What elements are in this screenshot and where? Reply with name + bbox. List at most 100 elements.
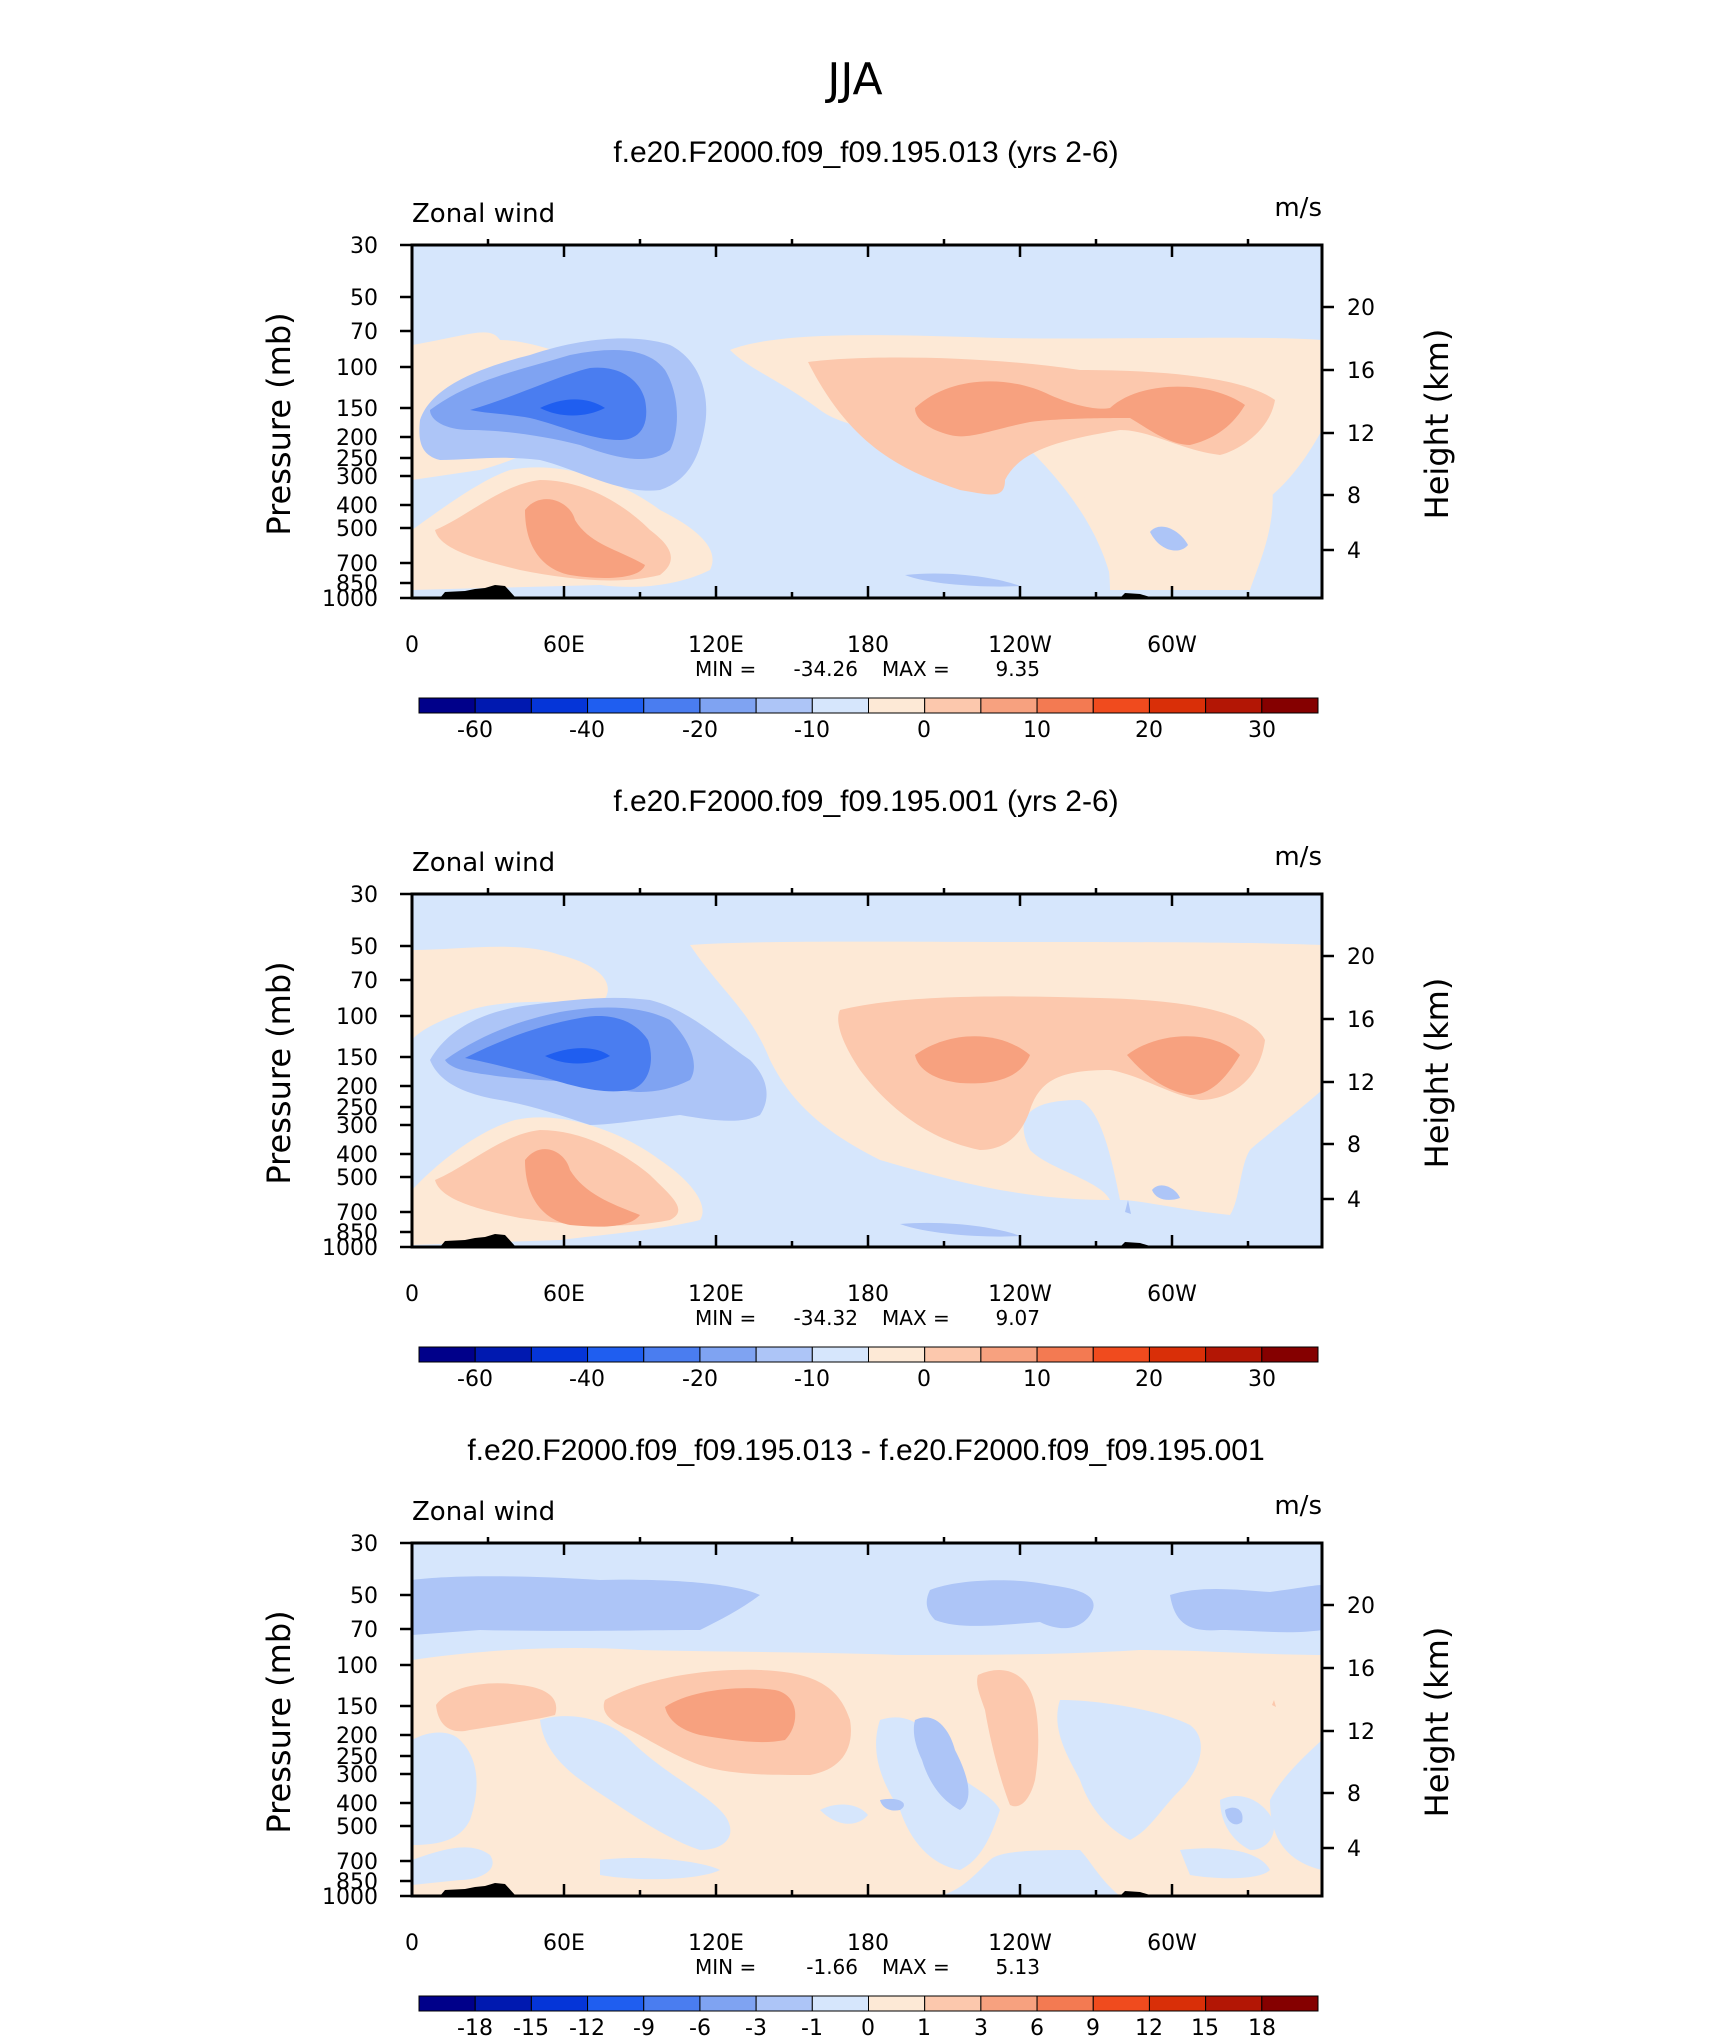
colorbar-label: 15 — [1191, 2016, 1219, 2038]
panel-3-ylabel-right: Height (km) — [1418, 1627, 1456, 1818]
colorbar-label: 10 — [1023, 1367, 1051, 1392]
max-label: MAX = — [882, 657, 950, 681]
x-tick-label: 60E — [543, 1931, 585, 1956]
max-label: MAX = — [882, 1955, 950, 1979]
colorbar-label: -60 — [457, 1367, 493, 1392]
y-tick-label: 150 — [336, 397, 378, 422]
panel-1-colorbar — [418, 697, 1319, 714]
y-right-tick-label: 20 — [1347, 945, 1375, 970]
colorbar-swatch — [924, 1995, 982, 2012]
colorbar-label: -18 — [457, 2016, 493, 2038]
colorbar-swatch — [868, 1995, 926, 2012]
colorbar-swatch — [530, 1995, 589, 2012]
colorbar-swatch — [530, 697, 589, 714]
max-value: 9.07 — [995, 1306, 1040, 1330]
colorbar-label: -12 — [569, 2016, 605, 2038]
panel-3: f.e20.F2000.f09_f09.195.013 - f.e20.F200… — [260, 1434, 1456, 2038]
panel-2-right-string: m/s — [1274, 842, 1322, 872]
colorbar-swatch — [1092, 697, 1150, 714]
colorbar-swatch — [474, 697, 532, 714]
colorbar-swatch — [811, 697, 869, 714]
panel-3-right-string: m/s — [1274, 1491, 1322, 1521]
min-label: MIN = — [695, 657, 756, 681]
panel-3-y-right-tick-labels: 20 16 12 8 4 — [1347, 1594, 1375, 1862]
panel-2-colorbar-labels: -60 -40 -20 -10 0 10 20 30 — [457, 1367, 1276, 1392]
colorbar-label: 0 — [917, 1367, 931, 1392]
panel-2-left-string: Zonal wind — [412, 848, 555, 878]
y-tick-label: 700 — [336, 1850, 378, 1875]
colorbar-swatch — [924, 1346, 982, 1363]
colorbar-label: 30 — [1248, 1367, 1276, 1392]
panel-1-title: f.e20.F2000.f09_f09.195.013 (yrs 2-6) — [613, 136, 1118, 169]
y-tick-label: 250 — [336, 1096, 378, 1121]
panel-3-left-string: Zonal wind — [412, 1497, 555, 1527]
x-tick-label: 120E — [688, 633, 744, 658]
y-tick-label: 30 — [350, 1532, 378, 1557]
colorbar-label: 3 — [974, 2016, 988, 2038]
colorbar-swatch — [587, 697, 645, 714]
y-tick-label: 700 — [336, 1201, 378, 1226]
colorbar-swatch — [980, 1995, 1038, 2012]
panel-2-ticks — [400, 888, 1334, 1249]
y-right-tick-label: 20 — [1347, 1594, 1375, 1619]
x-tick-label: 60E — [543, 1282, 585, 1307]
y-tick-label: 300 — [336, 1763, 378, 1788]
colorbar-label: -20 — [682, 1367, 718, 1392]
y-tick-label: 50 — [350, 1584, 378, 1609]
y-right-tick-label: 16 — [1347, 1008, 1375, 1033]
x-tick-label: 0 — [405, 1931, 419, 1956]
page-title: JJA — [824, 54, 882, 105]
colorbar-label: -1 — [801, 2016, 823, 2038]
colorbar-swatch — [980, 1346, 1038, 1363]
colorbar-label: 0 — [861, 2016, 875, 2038]
panel-1-y-right-tick-labels: 20 16 12 8 4 — [1347, 296, 1375, 564]
colorbar-label: 20 — [1135, 1367, 1163, 1392]
panel-2-colorbar — [418, 1346, 1319, 1363]
panel-3-stats: MIN = -1.66 MAX = 5.13 — [695, 1955, 1040, 1979]
panel-2: f.e20.F2000.f09_f09.195.001 (yrs 2-6) Zo… — [260, 785, 1456, 1392]
x-tick-label: 120W — [988, 1282, 1052, 1307]
panel-2-ylabel: Pressure (mb) — [260, 961, 298, 1184]
y-right-tick-label: 4 — [1347, 539, 1361, 564]
colorbar-swatch — [1036, 1995, 1094, 2012]
panel-2-contours — [412, 894, 1322, 1247]
min-value: -34.26 — [794, 657, 858, 681]
colorbar-label: -15 — [513, 2016, 549, 2038]
colorbar-label: 20 — [1135, 718, 1163, 743]
panel-2-title: f.e20.F2000.f09_f09.195.001 (yrs 2-6) — [613, 785, 1118, 818]
colorbar-swatch — [1148, 1995, 1207, 2012]
y-tick-label: 30 — [350, 883, 378, 908]
x-tick-label: 0 — [405, 1282, 419, 1307]
y-right-tick-label: 4 — [1347, 1188, 1361, 1213]
max-value: 5.13 — [995, 1955, 1040, 1979]
y-tick-label: 1000 — [322, 587, 378, 612]
colorbar-swatch — [1148, 697, 1207, 714]
colorbar-swatch — [755, 1346, 813, 1363]
colorbar-label: 30 — [1248, 718, 1276, 743]
y-tick-label: 500 — [336, 1815, 378, 1840]
panel-1: f.e20.F2000.f09_f09.195.013 (yrs 2-6) Zo… — [260, 136, 1456, 743]
panel-1-ticks — [400, 239, 1334, 600]
y-tick-label: 70 — [350, 969, 378, 994]
y-tick-label: 250 — [336, 447, 378, 472]
y-right-tick-label: 12 — [1347, 1720, 1375, 1745]
y-right-tick-label: 12 — [1347, 1071, 1375, 1096]
panel-2-stats: MIN = -34.32 MAX = 9.07 — [695, 1306, 1040, 1330]
min-label: MIN = — [695, 1306, 756, 1330]
y-tick-label: 1000 — [322, 1236, 378, 1261]
y-tick-label: 400 — [336, 1792, 378, 1817]
y-tick-label: 500 — [336, 1166, 378, 1191]
y-tick-label: 200 — [336, 426, 378, 451]
colorbar-swatch — [418, 1995, 476, 2012]
colorbar-swatch — [474, 1346, 532, 1363]
x-tick-label: 120W — [988, 633, 1052, 658]
panel-2-x-tick-labels: 0 60E 120E 180 120W 60W — [405, 1282, 1197, 1307]
y-tick-label: 100 — [336, 1654, 378, 1679]
colorbar-swatch — [587, 1346, 645, 1363]
min-label: MIN = — [695, 1955, 756, 1979]
colorbar-label: 1 — [917, 2016, 931, 2038]
y-tick-label: 100 — [336, 356, 378, 381]
colorbar-swatch — [811, 1346, 869, 1363]
colorbar-swatch — [1092, 1346, 1150, 1363]
colorbar-swatch — [699, 1346, 757, 1363]
